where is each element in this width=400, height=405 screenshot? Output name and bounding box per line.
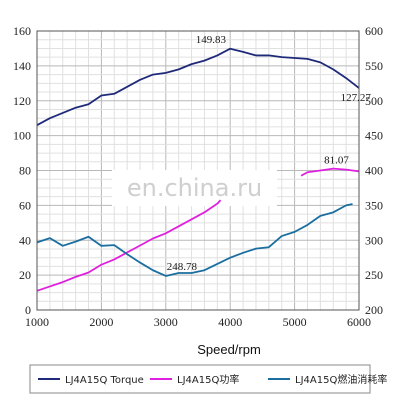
y-left-tick-label: 160 [13, 24, 31, 38]
data-label: 127.27 [341, 92, 372, 104]
x-tick-label: 6000 [347, 315, 371, 329]
plot-border [36, 30, 360, 311]
series-line-power-segment-2 [300, 167, 360, 177]
y-left-tick-label: 60 [19, 198, 31, 212]
legend-box [29, 364, 371, 394]
data-label: 149.83 [196, 34, 227, 46]
y-left-tick-label: 140 [13, 59, 31, 73]
x-tick-label: 3000 [154, 315, 178, 329]
x-axis-title: Speed/rpm [197, 342, 261, 357]
y-left-tick-label: 100 [13, 129, 31, 143]
x-tick-label: 1000 [25, 315, 49, 329]
annotations: 149.83 127.27 81.07 248.78 [167, 34, 372, 273]
y-left-tick-label: 0 [25, 303, 31, 317]
legend-label: LJ4A15Q Torque [65, 375, 144, 386]
legend-label: LJ4A15Q功率 [177, 373, 239, 386]
y-right-tick-label: 300 [365, 233, 383, 247]
watermark-background [112, 170, 277, 206]
y-right-tick-label: 450 [365, 129, 383, 143]
y-right-tick-label: 550 [365, 59, 383, 73]
data-label: 81.07 [324, 155, 349, 167]
x-tick-label: 5000 [283, 315, 307, 329]
series-line-torque [36, 47, 360, 126]
y-right-tick-label: 250 [365, 268, 383, 282]
series-layer [36, 47, 360, 292]
tick-labels: 1000 2000 3000 4000 5000 6000 0 20 40 60 80 100 120 1… [13, 24, 383, 329]
data-label: 248.78 [167, 261, 198, 273]
y-right-tick-label: 600 [365, 24, 383, 38]
legend: LJ4A15Q Torque LJ4A15Q功率 LJ4A15Q燃油消耗率 [29, 364, 387, 394]
y-left-tick-label: 120 [13, 94, 31, 108]
y-left-tick-label: 40 [19, 233, 31, 247]
x-tick-label: 2000 [89, 315, 113, 329]
y-right-tick-label: 350 [365, 198, 383, 212]
plot-frame [36, 30, 360, 311]
watermark-text: en.china.ru [127, 174, 262, 202]
y-left-tick-label: 20 [19, 268, 31, 282]
legend-label: LJ4A15Q燃油消耗率 [295, 373, 387, 386]
series-line-fuel-consumption [36, 203, 353, 277]
y-left-tick-label: 80 [19, 164, 31, 178]
x-tick-label: 4000 [218, 315, 242, 329]
watermark-layer: en.china.ru [112, 170, 277, 206]
series-line-power-segment-1 [36, 199, 222, 292]
y-right-tick-label: 400 [365, 164, 383, 178]
y-right-tick-label: 200 [365, 303, 383, 317]
y-right-tick-label: 500 [365, 94, 383, 108]
